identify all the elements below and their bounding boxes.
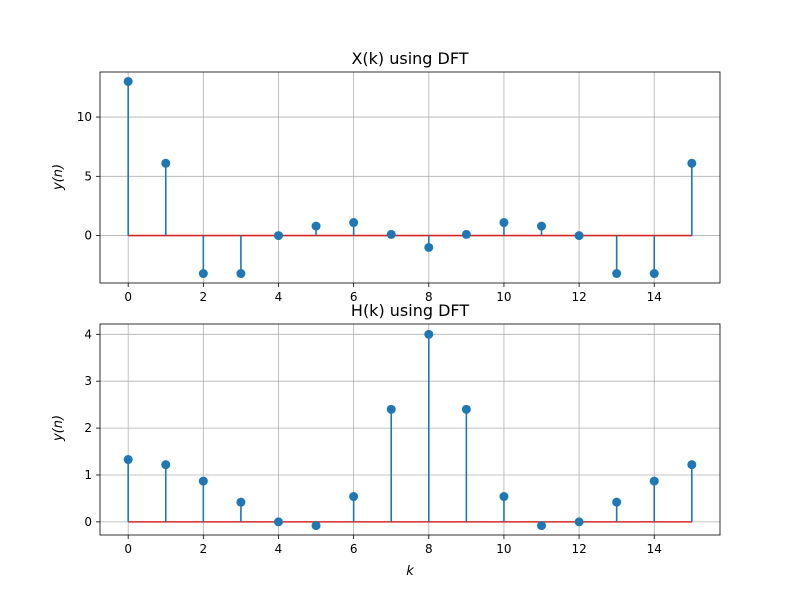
x-tick-label: 6 — [350, 290, 358, 304]
stem-marker — [424, 329, 434, 339]
stem-marker — [537, 521, 547, 531]
stem-marker — [687, 158, 697, 168]
stem-marker — [499, 492, 509, 502]
stem-marker — [161, 460, 171, 470]
x-tick-label: 0 — [124, 290, 132, 304]
x-tick-label: 10 — [496, 290, 511, 304]
grid — [100, 72, 720, 283]
y-tick-label: 10 — [77, 110, 92, 124]
ticks: 0 2 4 6 8 10 12 14 0 5 10 — [77, 110, 662, 304]
x-tick-label: 4 — [275, 290, 283, 304]
stem-marker — [612, 497, 622, 507]
stem-marker — [386, 229, 396, 239]
x-tick-label: 8 — [425, 542, 433, 556]
x-tick-label: 14 — [647, 290, 662, 304]
axes-box — [99, 71, 721, 284]
y-tick-label: 0 — [84, 229, 92, 243]
x-tick-label: 14 — [647, 542, 662, 556]
y-axis-label: y(n) — [51, 164, 66, 191]
stem-marker — [198, 476, 208, 486]
y-axis-label: y(n) — [51, 415, 66, 442]
stem-marker — [424, 242, 434, 252]
y-tick-label: 4 — [84, 327, 92, 341]
stem-marker — [161, 158, 171, 168]
grid — [100, 324, 720, 535]
axes-frame — [99, 323, 721, 536]
stems — [123, 329, 697, 531]
stem-marker — [687, 460, 697, 470]
stem-marker — [311, 521, 321, 531]
plot-title: X(k) using DFT — [351, 49, 468, 68]
axes-frame — [99, 71, 721, 284]
y-tick-label: 3 — [84, 374, 92, 388]
stem-marker — [461, 404, 471, 414]
stem-marker — [123, 76, 133, 86]
plot-x-dft: X(k) using DFT y(n) 0 2 4 6 8 10 12 14 0 5 10 — [51, 49, 721, 304]
y-tick-label: 5 — [84, 169, 92, 183]
stem-marker — [537, 221, 547, 231]
stem-marker — [273, 231, 283, 241]
stem-marker — [649, 476, 659, 486]
x-tick-label: 12 — [571, 290, 586, 304]
x-tick-label: 8 — [425, 290, 433, 304]
axes-box — [99, 323, 721, 536]
x-axis-label: k — [406, 564, 414, 579]
stem-marker — [499, 218, 509, 228]
y-tick-label: 1 — [84, 468, 92, 482]
stem-marker — [349, 218, 359, 228]
y-tick-label: 2 — [84, 421, 92, 435]
x-tick-label: 2 — [200, 290, 208, 304]
stems — [123, 76, 697, 279]
x-tick-label: 2 — [200, 542, 208, 556]
stem-marker — [649, 269, 659, 279]
stem-marker — [461, 229, 471, 239]
y-tick-label: 0 — [84, 515, 92, 529]
stem-marker — [349, 492, 359, 502]
stem-marker — [236, 497, 246, 507]
x-tick-label: 10 — [496, 542, 511, 556]
plot-title: H(k) using DFT — [351, 301, 469, 320]
x-tick-label: 0 — [124, 542, 132, 556]
stem-marker — [273, 517, 283, 527]
stem-marker — [123, 455, 133, 465]
x-tick-label: 12 — [571, 542, 586, 556]
stem-marker — [198, 269, 208, 279]
stem-marker — [574, 517, 584, 527]
stem-marker — [386, 404, 396, 414]
stem-marker — [236, 269, 246, 279]
x-tick-label: 6 — [350, 542, 358, 556]
x-tick-label: 4 — [275, 542, 283, 556]
stem-marker — [574, 231, 584, 241]
stem-marker — [612, 269, 622, 279]
stem-marker — [311, 221, 321, 231]
